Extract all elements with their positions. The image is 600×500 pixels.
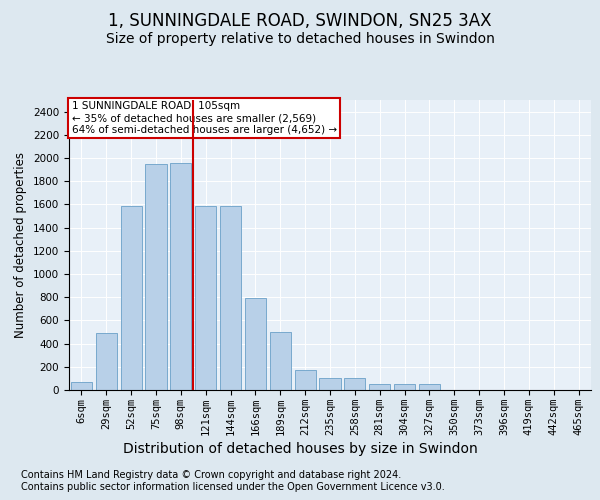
Bar <box>145 164 167 390</box>
Bar <box>295 370 316 390</box>
Bar <box>96 333 117 390</box>
Bar <box>71 382 92 390</box>
Bar <box>170 162 191 390</box>
Text: Size of property relative to detached houses in Swindon: Size of property relative to detached ho… <box>106 32 494 46</box>
Text: Distribution of detached houses by size in Swindon: Distribution of detached houses by size … <box>122 442 478 456</box>
Bar <box>419 384 440 390</box>
Text: 1, SUNNINGDALE ROAD, SWINDON, SN25 3AX: 1, SUNNINGDALE ROAD, SWINDON, SN25 3AX <box>108 12 492 30</box>
Bar <box>220 206 241 390</box>
Bar <box>195 206 216 390</box>
Bar <box>245 298 266 390</box>
Text: 1 SUNNINGDALE ROAD: 105sqm
← 35% of detached houses are smaller (2,569)
64% of s: 1 SUNNINGDALE ROAD: 105sqm ← 35% of deta… <box>71 102 337 134</box>
Bar <box>344 378 365 390</box>
Text: Contains HM Land Registry data © Crown copyright and database right 2024.: Contains HM Land Registry data © Crown c… <box>21 470 401 480</box>
Bar <box>369 384 390 390</box>
Text: Contains public sector information licensed under the Open Government Licence v3: Contains public sector information licen… <box>21 482 445 492</box>
Y-axis label: Number of detached properties: Number of detached properties <box>14 152 28 338</box>
Bar <box>319 378 341 390</box>
Bar <box>121 206 142 390</box>
Bar <box>394 384 415 390</box>
Bar <box>270 332 291 390</box>
